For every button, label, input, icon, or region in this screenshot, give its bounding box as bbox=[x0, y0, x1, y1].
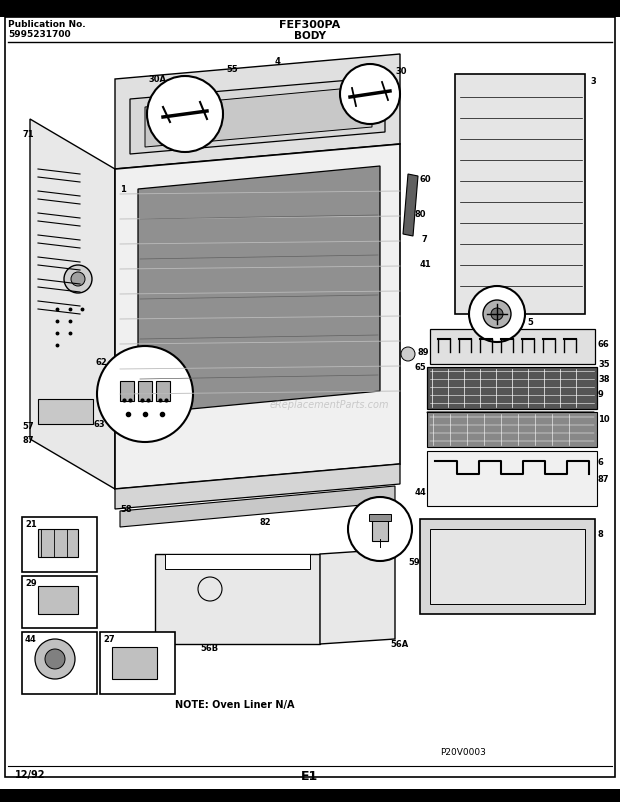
Bar bbox=[100, 632, 175, 695]
Bar bbox=[0, 0, 620, 18]
Bar bbox=[430, 330, 595, 365]
Text: 4: 4 bbox=[275, 57, 281, 66]
Text: 5995231700: 5995231700 bbox=[8, 30, 71, 39]
Text: 87: 87 bbox=[598, 475, 609, 484]
Text: BODY: BODY bbox=[294, 31, 326, 41]
Text: 12/92: 12/92 bbox=[15, 769, 45, 779]
Polygon shape bbox=[30, 119, 115, 489]
Bar bbox=[455, 75, 585, 314]
Circle shape bbox=[45, 649, 65, 669]
Text: 87: 87 bbox=[22, 435, 33, 444]
Text: 21: 21 bbox=[25, 520, 37, 529]
Text: 44: 44 bbox=[25, 634, 37, 643]
Bar bbox=[427, 452, 597, 506]
Text: 63: 63 bbox=[93, 419, 105, 428]
Text: 89: 89 bbox=[418, 347, 430, 357]
Bar bbox=[420, 520, 595, 614]
Circle shape bbox=[97, 346, 193, 443]
Polygon shape bbox=[115, 55, 400, 170]
Text: 56B: 56B bbox=[200, 643, 218, 652]
Bar bbox=[156, 382, 170, 402]
Text: 1: 1 bbox=[120, 184, 126, 194]
Bar bbox=[112, 647, 157, 679]
Text: 66: 66 bbox=[598, 339, 609, 349]
Bar bbox=[369, 514, 391, 521]
Text: 8: 8 bbox=[598, 529, 604, 538]
Text: 10: 10 bbox=[598, 415, 609, 423]
Bar bbox=[430, 529, 585, 604]
Text: Publication No.: Publication No. bbox=[8, 20, 86, 29]
Text: eReplacementParts.com: eReplacementParts.com bbox=[270, 399, 389, 410]
Text: 60: 60 bbox=[420, 175, 432, 184]
Text: FEF300PA: FEF300PA bbox=[280, 20, 340, 30]
Polygon shape bbox=[115, 145, 400, 489]
Bar bbox=[38, 529, 78, 557]
Bar bbox=[0, 789, 620, 802]
Text: 80: 80 bbox=[415, 210, 427, 219]
Circle shape bbox=[71, 273, 85, 286]
Text: 82: 82 bbox=[260, 517, 272, 526]
Circle shape bbox=[491, 309, 503, 321]
Circle shape bbox=[469, 286, 525, 342]
Text: 65: 65 bbox=[415, 363, 427, 371]
Bar bbox=[38, 586, 78, 614]
Bar bbox=[372, 520, 388, 541]
Text: 35: 35 bbox=[598, 359, 609, 369]
Text: 59: 59 bbox=[408, 557, 420, 566]
Polygon shape bbox=[427, 412, 597, 419]
Polygon shape bbox=[115, 464, 400, 509]
Bar bbox=[22, 577, 97, 628]
Polygon shape bbox=[403, 175, 418, 237]
Text: 41: 41 bbox=[420, 260, 432, 269]
Bar bbox=[22, 632, 97, 695]
Bar bbox=[427, 367, 597, 410]
Text: 56A: 56A bbox=[390, 639, 408, 648]
Text: 30A: 30A bbox=[148, 75, 166, 84]
Text: 29: 29 bbox=[25, 578, 37, 587]
Text: 9: 9 bbox=[598, 390, 604, 399]
Polygon shape bbox=[145, 87, 372, 148]
Text: P20V0003: P20V0003 bbox=[440, 747, 486, 756]
Circle shape bbox=[35, 639, 75, 679]
Text: 7: 7 bbox=[422, 235, 428, 244]
Circle shape bbox=[147, 77, 223, 153]
Bar bbox=[427, 412, 597, 448]
Polygon shape bbox=[320, 549, 395, 644]
Circle shape bbox=[340, 65, 400, 125]
Text: 62: 62 bbox=[95, 358, 107, 367]
Bar bbox=[22, 517, 97, 573]
Bar bbox=[165, 554, 310, 569]
Text: 3: 3 bbox=[590, 77, 596, 86]
Text: 5: 5 bbox=[527, 318, 533, 326]
Text: NOTE: Oven Liner N/A: NOTE: Oven Liner N/A bbox=[175, 699, 294, 709]
Circle shape bbox=[348, 497, 412, 561]
Bar bbox=[38, 399, 93, 424]
Bar bbox=[120, 382, 134, 402]
Text: 44: 44 bbox=[415, 488, 427, 496]
Polygon shape bbox=[130, 78, 385, 155]
Text: 6: 6 bbox=[598, 457, 604, 467]
Polygon shape bbox=[138, 167, 380, 415]
Text: 30: 30 bbox=[395, 67, 407, 76]
Polygon shape bbox=[120, 486, 395, 528]
Circle shape bbox=[483, 301, 511, 329]
Circle shape bbox=[64, 265, 92, 294]
Text: 71: 71 bbox=[22, 130, 33, 139]
Circle shape bbox=[401, 347, 415, 362]
Text: 55: 55 bbox=[226, 65, 237, 74]
Text: 58: 58 bbox=[120, 504, 131, 513]
Bar bbox=[138, 382, 152, 402]
Text: 27: 27 bbox=[103, 634, 115, 643]
Bar bbox=[155, 554, 320, 644]
Text: 57: 57 bbox=[22, 422, 33, 431]
Text: 38: 38 bbox=[598, 375, 609, 383]
Text: E1: E1 bbox=[301, 769, 319, 782]
